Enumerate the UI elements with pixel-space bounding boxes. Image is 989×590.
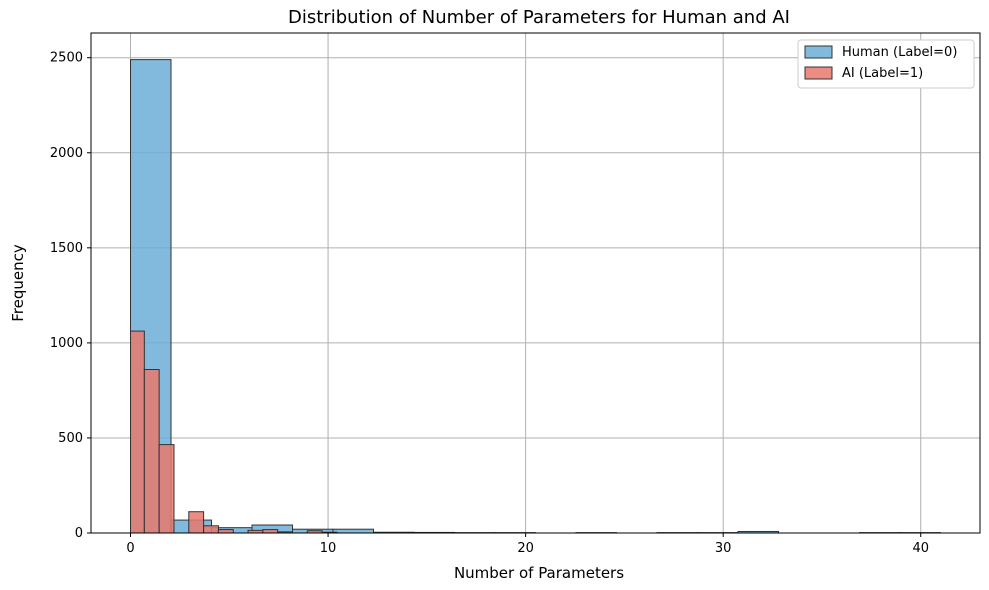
ai-bar [203,525,219,534]
y-tick-label: 1500 [50,241,83,256]
ai-bar [143,369,160,534]
y-tick-label: 1000 [50,336,83,351]
legend: Human (Label=0) AI (Label=1) [797,39,975,89]
legend-label-ai: AI (Label=1) [842,66,923,81]
y-axis-label: Frequency [9,244,27,322]
legend-swatch-human [804,45,833,59]
y-tick-label: 2000 [50,146,83,161]
x-tick-label: 0 [126,541,134,556]
ai-bar [217,529,234,534]
ai-bar [188,511,205,534]
chart-title: Distribution of Number of Parameters for… [288,7,790,28]
y-tick-label: 0 [75,526,83,541]
legend-box [797,39,975,89]
ai-bar [262,529,279,534]
x-tick-label: 30 [715,541,732,556]
y-tick-label: 2500 [50,51,83,66]
plot-frame [90,32,981,534]
x-tick-label: 20 [517,541,534,556]
ai-bar [130,330,145,534]
legend-swatch-ai [804,66,833,80]
x-tick-label: 10 [320,541,337,556]
plot-area [91,33,980,533]
y-tick-label: 500 [58,431,83,446]
x-ticks: 0 10 20 30 40 [126,533,929,556]
ai-bar [158,444,175,534]
y-ticks: 0 500 1000 1500 2000 2500 [50,51,91,541]
human-bar [332,528,375,534]
x-tick-label: 40 [912,541,929,556]
legend-label-human: Human (Label=0) [842,45,957,60]
x-axis-label: Number of Parameters [454,564,624,582]
